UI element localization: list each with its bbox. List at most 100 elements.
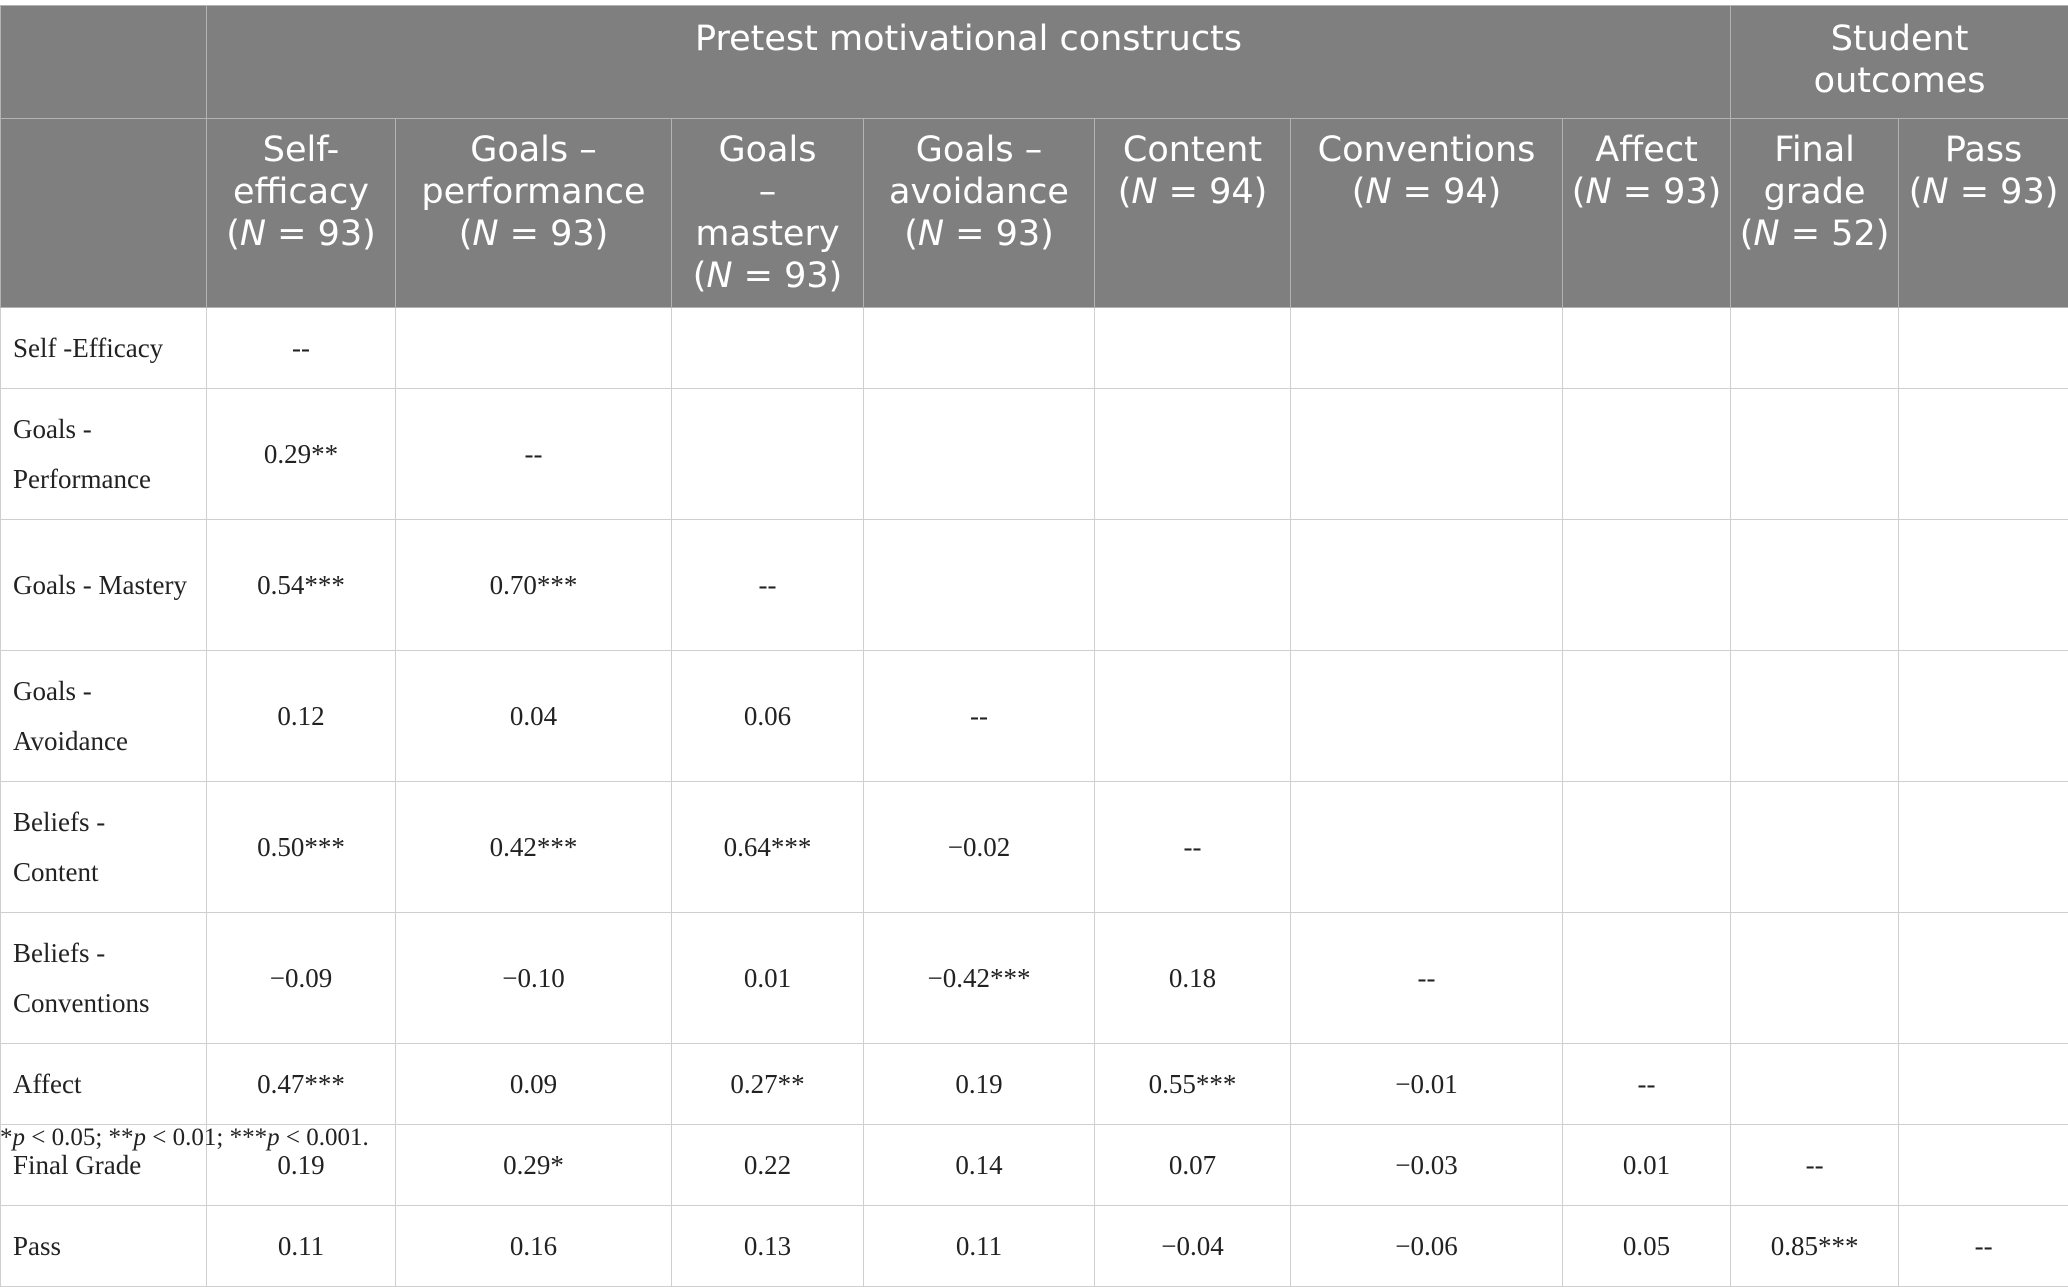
table-cell: −0.10	[396, 913, 672, 1044]
table-cell: 0.18	[1095, 913, 1291, 1044]
table-cell	[1095, 520, 1291, 651]
column-header: Goals –avoidance(N = 93)	[864, 119, 1095, 308]
table-cell: 0.13	[672, 1206, 864, 1287]
table-cell: --	[1899, 1206, 2068, 1287]
table-cell	[1899, 308, 2068, 389]
table-cell: 0.70***	[396, 520, 672, 651]
column-header-line: Pass	[1907, 129, 2060, 171]
column-header-line: Goals –	[872, 129, 1086, 171]
table-cell	[1899, 1044, 2068, 1125]
table-cell	[1563, 520, 1731, 651]
table-cell: 0.64***	[672, 782, 864, 913]
column-header-row: Self-efficacy(N = 93)Goals –performance(…	[1, 119, 2068, 308]
row-label: Goals - Performance	[1, 389, 207, 520]
table-cell	[1291, 651, 1563, 782]
column-header-line: Content	[1103, 129, 1282, 171]
table-cell	[1899, 782, 2068, 913]
table-cell: −0.03	[1291, 1125, 1563, 1206]
column-header: Self-efficacy(N = 93)	[207, 119, 396, 308]
corner-cell-lower	[1, 119, 207, 308]
table-cell	[1731, 782, 1899, 913]
table-cell	[1731, 520, 1899, 651]
column-header-n: (N = 94)	[1299, 171, 1554, 213]
row-label: Beliefs -Conventions	[1, 913, 207, 1044]
column-header: Affect(N = 93)	[1563, 119, 1731, 308]
correlation-table: Pretest motivational constructs Student …	[0, 5, 2068, 1287]
group-header-outcomes: Student outcomes	[1731, 6, 2068, 119]
row-label: Goals - Mastery	[1, 520, 207, 651]
table-cell: 0.22	[672, 1125, 864, 1206]
group-header-motivational: Pretest motivational constructs	[207, 6, 1731, 119]
table-cell: −0.04	[1095, 1206, 1291, 1287]
table-cell: 0.27**	[672, 1044, 864, 1125]
table-cell: 0.07	[1095, 1125, 1291, 1206]
table-cell: --	[207, 308, 396, 389]
table-cell	[864, 389, 1095, 520]
column-header-line: Self-	[215, 129, 387, 171]
table-cell: 0.06	[672, 651, 864, 782]
table-cell	[1731, 913, 1899, 1044]
table-cell: 0.05	[1563, 1206, 1731, 1287]
table-cell: 0.01	[672, 913, 864, 1044]
footnote-text: *p < 0.05; **p < 0.01; ***p < 0.001.	[0, 1124, 369, 1151]
column-header-line: –	[680, 171, 855, 213]
table-row: Self -Efficacy--	[1, 308, 2068, 389]
column-header: Goals –performance(N = 93)	[396, 119, 672, 308]
table-cell: --	[1731, 1125, 1899, 1206]
table-cell: 0.14	[864, 1125, 1095, 1206]
table-cell	[1731, 651, 1899, 782]
column-header: Pass(N = 93)	[1899, 119, 2068, 308]
row-label: Self -Efficacy	[1, 308, 207, 389]
table-cell	[1291, 308, 1563, 389]
column-header-line: avoidance	[872, 171, 1086, 213]
table-cell: 0.04	[396, 651, 672, 782]
table-cell: --	[864, 651, 1095, 782]
column-header-line: performance	[404, 171, 663, 213]
table-cell	[1563, 913, 1731, 1044]
table-cell	[1899, 389, 2068, 520]
column-header-n: (N = 93)	[1571, 171, 1722, 213]
table-cell	[1095, 389, 1291, 520]
column-header-line: Affect	[1571, 129, 1722, 171]
table-cell: 0.54***	[207, 520, 396, 651]
row-label: Affect	[1, 1044, 207, 1125]
row-label: Beliefs - Content	[1, 782, 207, 913]
column-header-line: mastery	[680, 213, 855, 255]
table-cell	[1563, 308, 1731, 389]
table-cell: --	[396, 389, 672, 520]
group-header-row: Pretest motivational constructs Student …	[1, 6, 2068, 119]
table-cell: 0.01	[1563, 1125, 1731, 1206]
table-cell	[1899, 651, 2068, 782]
column-header-line: Goals	[680, 129, 855, 171]
table-header: Pretest motivational constructs Student …	[1, 6, 2068, 308]
column-header-n: (N = 52)	[1739, 213, 1890, 255]
column-header-line: Final	[1739, 129, 1890, 171]
table-cell: 0.55***	[1095, 1044, 1291, 1125]
column-header-n: (N = 93)	[872, 213, 1086, 255]
table-cell	[1095, 651, 1291, 782]
table-cell: 0.12	[207, 651, 396, 782]
table-cell	[396, 308, 672, 389]
table-cell: 0.16	[396, 1206, 672, 1287]
table-cell: 0.85***	[1731, 1206, 1899, 1287]
table-cell	[1291, 389, 1563, 520]
table-cell	[1563, 389, 1731, 520]
table-cell: 0.11	[207, 1206, 396, 1287]
column-header-n: (N = 93)	[404, 213, 663, 255]
table-cell	[1731, 308, 1899, 389]
column-header: Goals–mastery(N = 93)	[672, 119, 864, 308]
column-header-line: Conventions	[1299, 129, 1554, 171]
table-cell: 0.29*	[396, 1125, 672, 1206]
column-header-line: grade	[1739, 171, 1890, 213]
table-cell	[1291, 520, 1563, 651]
table-cell: −0.06	[1291, 1206, 1563, 1287]
table-cell: −0.09	[207, 913, 396, 1044]
table-cell	[1095, 308, 1291, 389]
table-cell	[1563, 782, 1731, 913]
